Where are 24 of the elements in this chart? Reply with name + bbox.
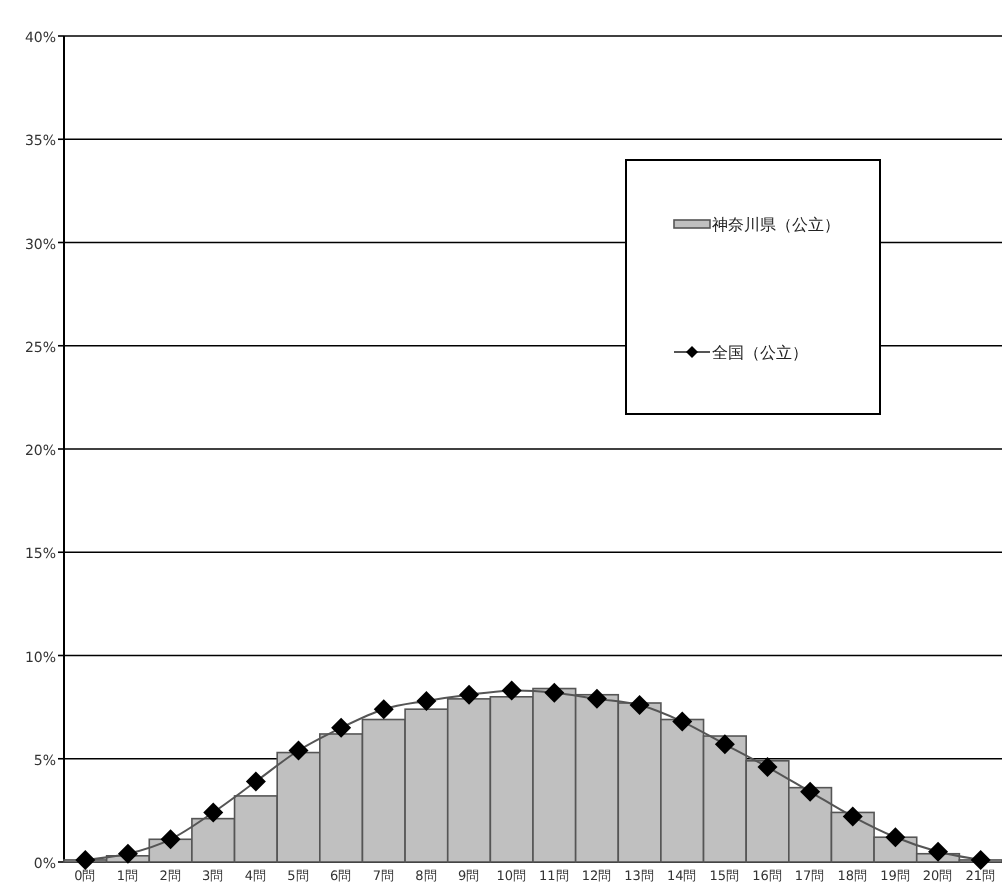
point	[928, 841, 949, 862]
point	[672, 711, 693, 732]
point	[245, 771, 266, 792]
point	[203, 802, 224, 823]
legend-label: 神奈川県（公立）	[712, 216, 840, 234]
point	[842, 806, 863, 827]
point	[117, 843, 138, 864]
point	[501, 680, 522, 701]
point	[160, 829, 181, 850]
point	[586, 688, 607, 709]
point	[75, 849, 96, 870]
point	[629, 695, 650, 716]
legend-label: 全国（公立）	[712, 344, 808, 362]
point	[459, 684, 480, 705]
point	[970, 849, 991, 870]
point	[885, 827, 906, 848]
point	[331, 717, 352, 738]
point	[288, 740, 309, 761]
point	[757, 757, 778, 778]
point	[544, 682, 565, 703]
point	[714, 734, 735, 755]
point	[416, 690, 437, 711]
point	[373, 699, 394, 720]
point	[800, 781, 821, 802]
